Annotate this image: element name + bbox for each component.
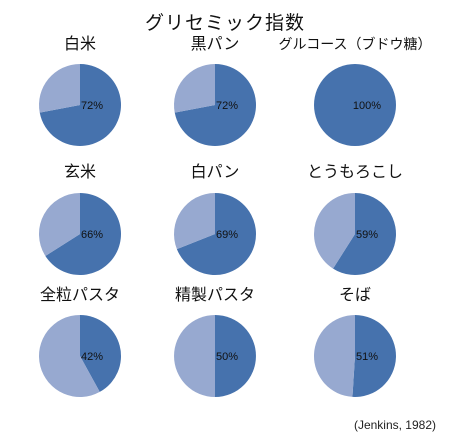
pie-slice-value bbox=[314, 64, 396, 146]
pie-value-label: 100% bbox=[353, 100, 381, 112]
pie-value-label: 66% bbox=[81, 229, 103, 241]
pie-slice-remainder bbox=[39, 64, 80, 113]
pie-label: 全粒パスタ bbox=[40, 285, 120, 304]
pie-7: 全粒パスタ 42% bbox=[39, 285, 122, 397]
source-citation: (Jenkins, 1982) bbox=[353, 418, 436, 432]
pie-value-label: 69% bbox=[216, 229, 238, 241]
pie-slice-remainder bbox=[174, 315, 215, 397]
pie-slice-remainder bbox=[174, 193, 215, 250]
pie-4: 玄米 66% bbox=[38, 162, 121, 275]
pie-slice-value bbox=[352, 315, 396, 397]
chart-title: グリセミック指数 bbox=[144, 12, 305, 34]
pie-value-label: 51% bbox=[356, 351, 378, 363]
pie-slice-remainder bbox=[39, 315, 100, 397]
pie-slice-remainder bbox=[174, 64, 215, 113]
pie-2: 黒パン 72% bbox=[174, 34, 257, 146]
pie-slice-remainder bbox=[38, 192, 80, 256]
pie-slice-value bbox=[174, 64, 257, 146]
pie-label: とうもろこし bbox=[307, 162, 403, 181]
pie-value-label: 72% bbox=[81, 100, 103, 112]
pie-9: そば 51% bbox=[313, 285, 396, 397]
pie-slice-value bbox=[45, 193, 121, 275]
pie-slice-remainder bbox=[313, 315, 355, 397]
pie-value-label: 50% bbox=[216, 351, 238, 363]
pie-slice-value bbox=[80, 315, 122, 392]
pie-8: 精製パスタ 50% bbox=[174, 285, 256, 397]
pie-slice-value bbox=[215, 315, 256, 397]
pie-label: そば bbox=[339, 285, 371, 304]
pie-label: 精製パスタ bbox=[175, 285, 255, 304]
pie-5: 白パン 69% bbox=[174, 162, 257, 275]
pie-1: 白米 72% bbox=[39, 34, 122, 146]
pie-slice-remainder bbox=[313, 192, 355, 269]
pie-label: 白米 bbox=[64, 34, 96, 53]
pie-slice-value bbox=[176, 193, 257, 275]
pie-slice-value bbox=[333, 193, 396, 276]
pie-label: 白パン bbox=[191, 162, 240, 181]
pie-value-label: 72% bbox=[216, 100, 238, 112]
pie-value-label: 59% bbox=[356, 229, 378, 241]
pie-label: 玄米 bbox=[64, 162, 96, 181]
pie-value-label: 42% bbox=[81, 351, 103, 363]
pie-6: とうもろこし 59% bbox=[307, 162, 403, 276]
pie-slice-value bbox=[39, 64, 122, 146]
pie-label: 黒パン bbox=[191, 34, 240, 53]
pie-label: グルコース（ブドウ糖） bbox=[278, 36, 431, 53]
pie-3: グルコース（ブドウ糖） 100% bbox=[278, 36, 432, 146]
